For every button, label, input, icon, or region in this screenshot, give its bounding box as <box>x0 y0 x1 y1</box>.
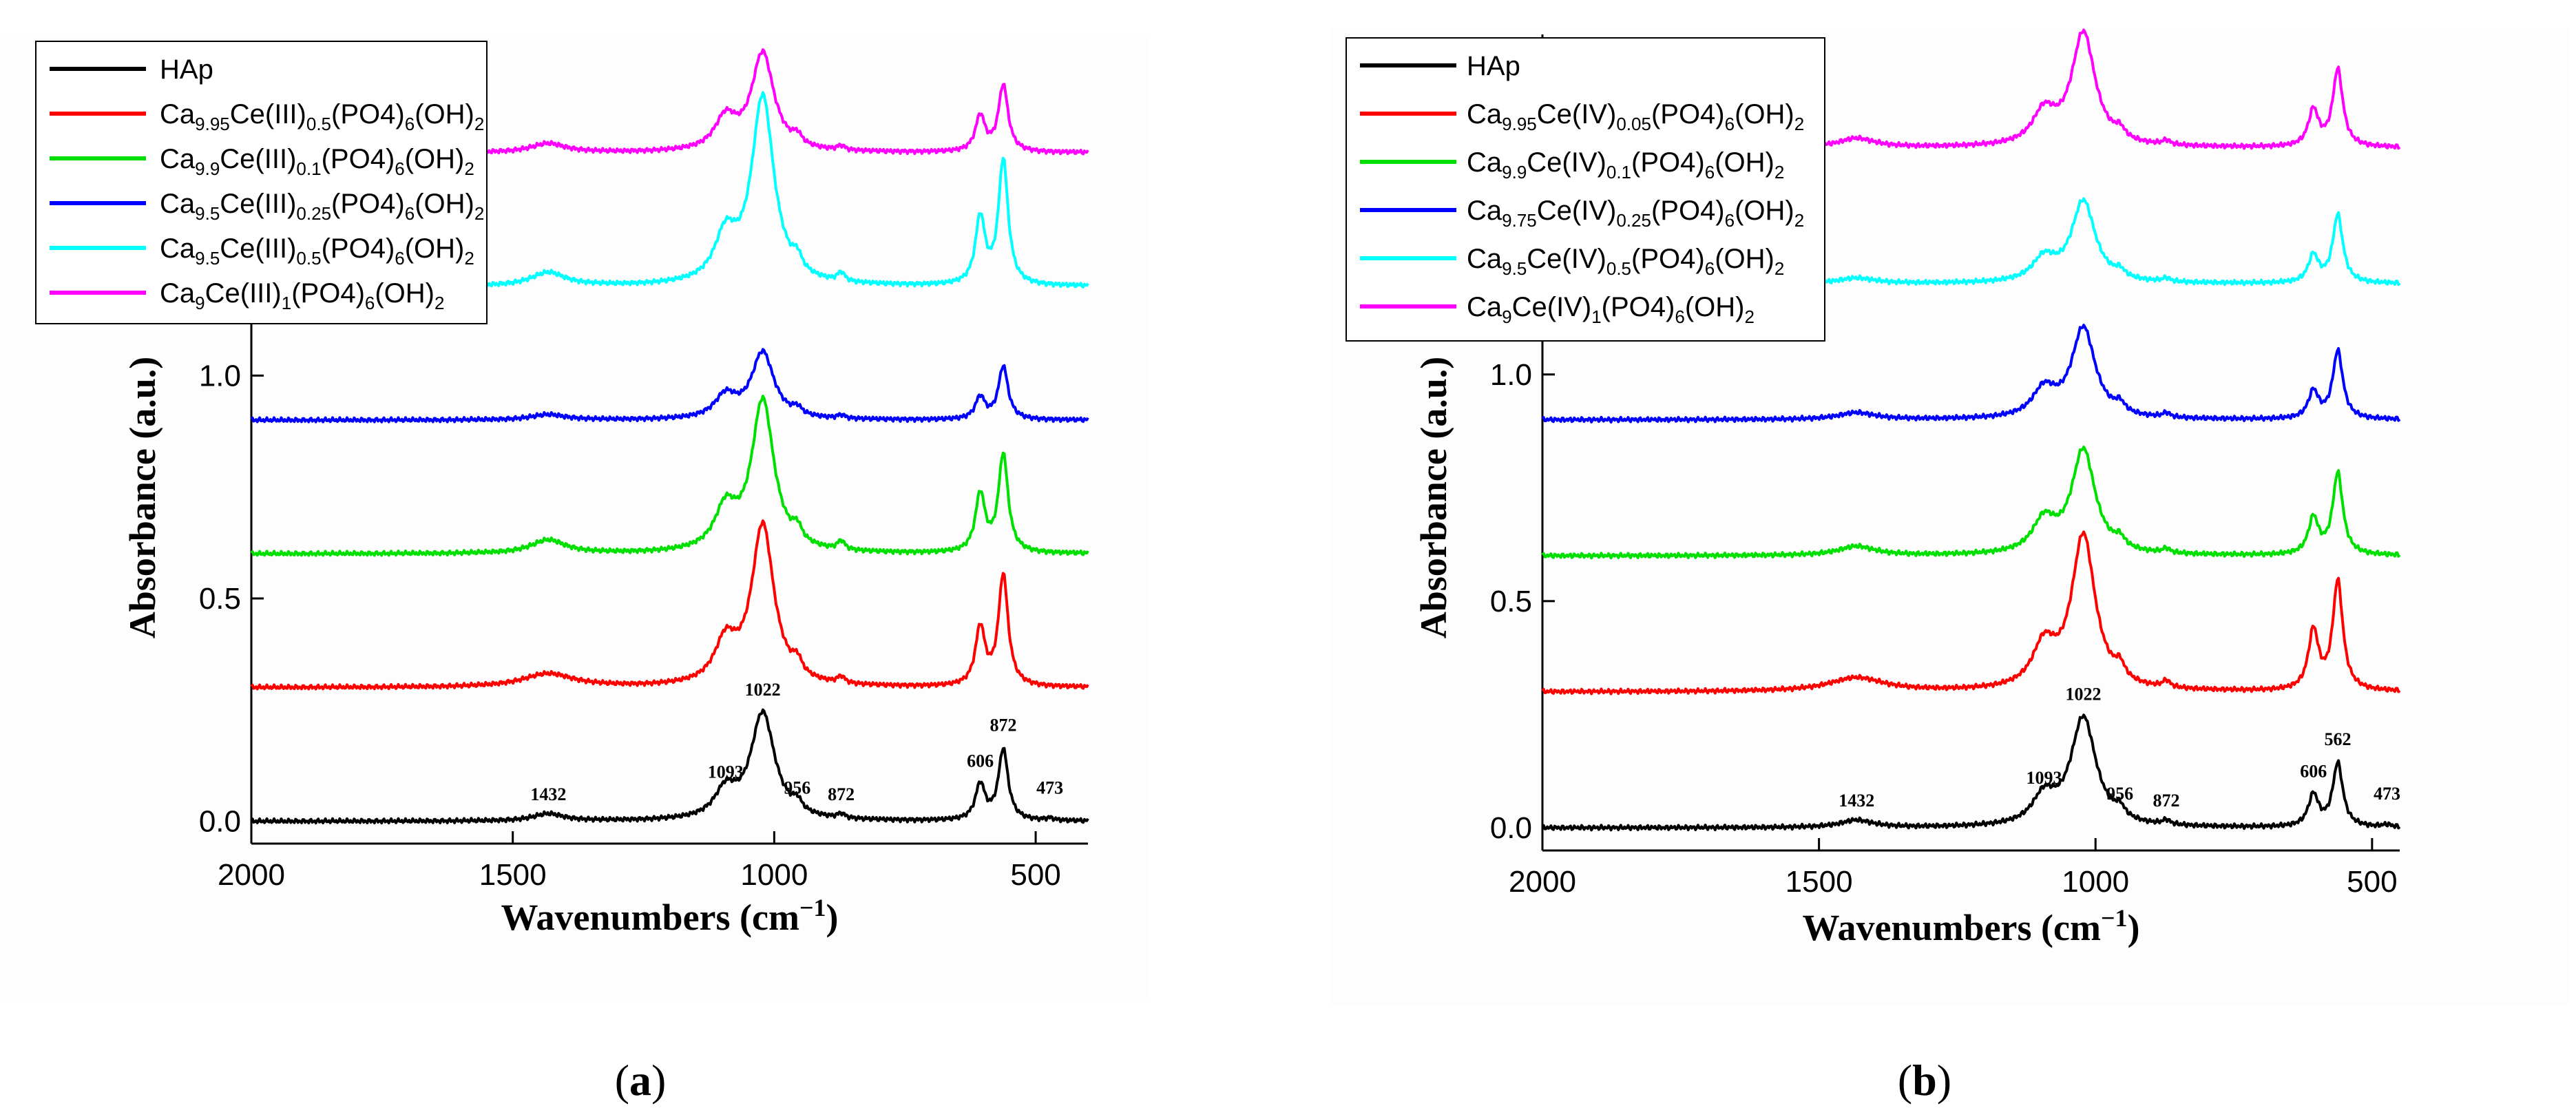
x-tick-label: 1500 <box>479 858 547 892</box>
legend-entry: Ca9.75Ce(IV)0.25(PO4)6(OH)2 <box>1467 196 1804 231</box>
peak-annotation: 1022 <box>2066 684 2102 704</box>
legend-box <box>1345 37 1825 342</box>
x-tick-label: 500 <box>2347 865 2397 899</box>
peak-annotation: 1093 <box>2027 768 2062 788</box>
legend-entry: Ca9Ce(III)1(PO4)6(OH)2 <box>160 278 444 313</box>
peak-annotation: 1432 <box>1839 791 1874 811</box>
y-axis-label: Absorbance (a.u.) <box>122 357 163 639</box>
legend-entry: Ca9.5Ce(III)0.25(PO4)6(OH)2 <box>160 189 484 224</box>
y-tick-label: 0.0 <box>199 805 241 839</box>
series-line-1 <box>1541 530 2401 696</box>
y-tick-label: 0.0 <box>1490 811 1532 845</box>
peak-annotation: 1432 <box>530 784 566 804</box>
peak-annotation: 872 <box>989 716 1016 735</box>
peak-annotation: 956 <box>2106 784 2133 804</box>
panel-a: 2000 1500 1000 500 0.0 0.5 1.0 Wavenumbers (cm−… <box>35 41 1089 1105</box>
series-line-2 <box>1541 446 2401 560</box>
peak-annotation: 1022 <box>745 680 781 700</box>
series-line-1 <box>250 519 1089 691</box>
x-axis-label: Wavenumbers (cm−1) <box>1803 904 2140 948</box>
peak-annotation: 1093 <box>708 762 744 782</box>
legend-entry: Ca9.95Ce(III)0.5(PO4)6(OH)2 <box>160 99 484 134</box>
x-tick-label: 500 <box>1010 858 1060 892</box>
peak-annotation: 872 <box>828 784 855 804</box>
legend-entry: HAp <box>160 54 213 85</box>
legend-entry: Ca9.9Ce(IV)0.1(PO4)6(OH)2 <box>1467 147 1784 182</box>
x-axis-label: Wavenumbers (cm−1) <box>501 894 839 938</box>
y-tick-label: 0.5 <box>1490 585 1532 618</box>
y-tick-label: 0.5 <box>199 582 241 616</box>
x-tick-label: 2000 <box>1509 865 1576 899</box>
peak-annotation: 473 <box>1036 777 1063 797</box>
legend-entry: Ca9.5Ce(III)0.5(PO4)6(OH)2 <box>160 233 474 269</box>
legend-entry: Ca9.5Ce(IV)0.5(PO4)6(OH)2 <box>1467 244 1784 279</box>
legend: HAp Ca9.95Ce(III)0.5(PO4)6(OH)2 Ca9.9Ce(II… <box>35 41 488 324</box>
series-line-2 <box>250 395 1089 557</box>
x-tick-label: 1000 <box>2062 865 2129 899</box>
x-tick-label: 1000 <box>740 858 808 892</box>
peak-annotation: 606 <box>967 751 994 771</box>
panel-b: 2000 1500 1000 500 0.0 0.5 1.0 Wavenumbers (cm−… <box>1345 28 2401 1105</box>
peak-annotation: 872 <box>2153 791 2180 811</box>
legend-entry: Ca9.9Ce(III)0.1(PO4)6(OH)2 <box>160 144 474 179</box>
legend-entry: HAp <box>1467 51 1520 81</box>
plot-area <box>1541 28 2401 832</box>
legend-entry: Ca9Ce(IV)1(PO4)6(OH)2 <box>1467 292 1755 327</box>
y-tick-label: 1.0 <box>199 359 241 393</box>
legend-box <box>35 41 488 324</box>
x-tick-label: 1500 <box>1786 865 1853 899</box>
panel-label: (b) <box>1898 1056 1951 1105</box>
legend: HAp Ca9.95Ce(IV)0.05(PO4)6(OH)2 Ca9.9Ce(IV… <box>1345 37 1825 342</box>
series-line-3 <box>250 348 1089 424</box>
series-line-3 <box>1541 324 2401 424</box>
series-line-0 <box>250 708 1089 825</box>
panel-label: (a) <box>615 1056 667 1105</box>
peak-annotation: 562 <box>2325 729 2352 749</box>
x-tick-label: 2000 <box>218 858 285 892</box>
peak-annotation: 956 <box>784 777 810 797</box>
peak-annotation: 473 <box>2374 784 2400 804</box>
y-axis-label: Absorbance (a.u.) <box>1413 357 1454 639</box>
series-line-0 <box>1541 713 2401 832</box>
peak-annotation: 606 <box>2300 761 2327 781</box>
y-tick-label: 1.0 <box>1490 358 1532 392</box>
legend-entry: Ca9.95Ce(IV)0.05(PO4)6(OH)2 <box>1467 99 1804 134</box>
